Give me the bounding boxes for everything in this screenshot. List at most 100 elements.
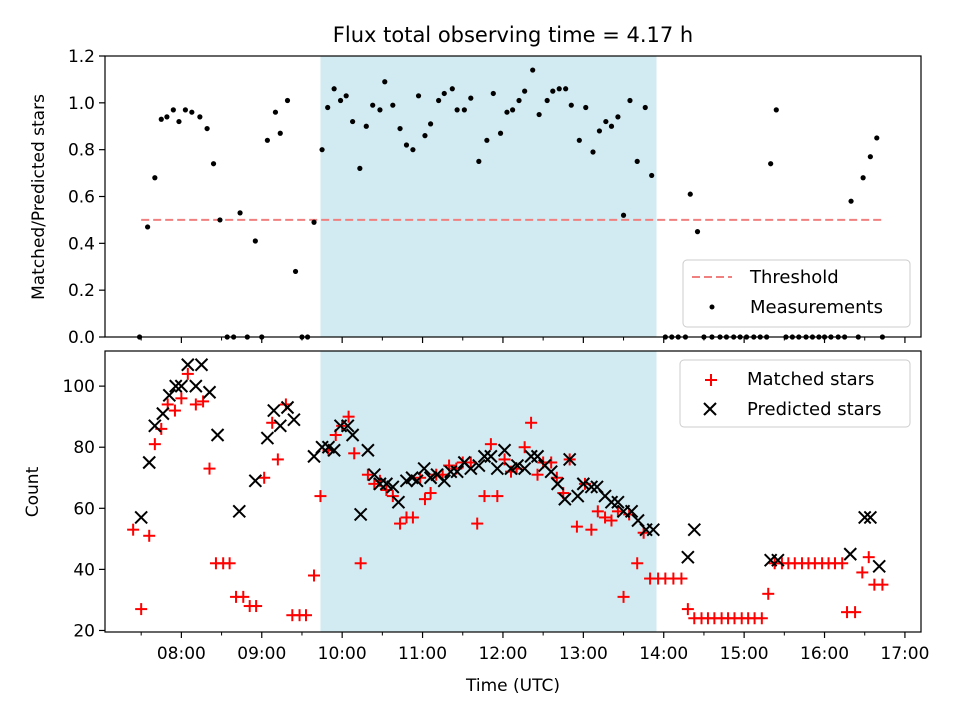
matched-star-point <box>570 520 583 533</box>
predicted-star-point <box>202 385 217 399</box>
measurement-point <box>449 86 455 92</box>
predicted-star-point <box>315 440 329 454</box>
matched-star-point <box>591 505 604 518</box>
matched-star-point <box>862 551 875 564</box>
matched-star-point <box>585 523 598 536</box>
matched-star-point <box>762 587 775 600</box>
matched-star-point <box>181 367 194 380</box>
measurement-point <box>272 109 279 115</box>
predicted-star-point <box>267 403 281 418</box>
predicted-star-point <box>604 495 619 509</box>
matched-star-point <box>189 398 202 411</box>
measurement-point <box>403 142 410 148</box>
y-tick-label: 60 <box>73 499 95 519</box>
measurement-point <box>427 121 434 127</box>
matched-legend-marker <box>705 374 717 386</box>
measurement-point <box>319 147 325 153</box>
predicted-star-point <box>287 413 301 427</box>
predicted-star-point <box>367 467 382 482</box>
x-tick-label: 09:00 <box>237 644 286 664</box>
matched-star-point <box>599 511 612 524</box>
predicted-star-point <box>327 443 341 457</box>
predicted-star-point <box>646 522 660 537</box>
measurement-point <box>217 217 223 223</box>
measurement-point <box>350 118 356 125</box>
measurement-point <box>768 161 774 167</box>
matched-star-point <box>299 609 312 622</box>
matched-star-point <box>348 447 361 460</box>
measurement-point <box>627 97 633 104</box>
matched-legend-label: Matched stars <box>747 369 874 390</box>
measurement-point <box>509 107 516 113</box>
matched-star-point <box>876 578 889 591</box>
predicted-star-point <box>248 474 263 488</box>
matched-star-point <box>168 404 181 417</box>
measurement-point <box>461 107 467 113</box>
observing-window-shade <box>320 56 657 337</box>
predicted-star-point <box>524 449 538 464</box>
x-tick-label: 13:00 <box>559 644 608 664</box>
measurement-point <box>176 118 182 125</box>
measurement-point <box>568 102 574 108</box>
measurement-point <box>544 97 550 104</box>
y-tick-label: 1.2 <box>68 47 95 67</box>
matched-star-point <box>271 453 284 466</box>
predicted-star-point <box>174 379 189 393</box>
measurement-point <box>410 147 416 153</box>
matched-star-point <box>342 410 355 423</box>
measurement-point <box>189 109 195 115</box>
matched-star-point <box>531 468 544 481</box>
y-tick-label: 0.8 <box>68 141 95 161</box>
measurement-point <box>441 90 447 97</box>
x-tick-label: 15:00 <box>720 644 769 664</box>
predicted-star-point <box>181 358 195 372</box>
predicted-star-point <box>472 458 486 473</box>
matched-star-point <box>203 462 216 475</box>
measurement-point <box>596 128 603 134</box>
predicted-star-point <box>194 358 209 372</box>
measurement-point <box>860 175 866 181</box>
measurement-point <box>164 114 170 120</box>
measurement-point <box>563 86 569 92</box>
measurement-point <box>197 114 203 120</box>
count-panel: 20 40 60 80 100 08:00 09:00 10:00 11:00 12:00 13:0… <box>63 350 929 664</box>
y-tick-label: 0.2 <box>68 281 95 301</box>
axes-frame <box>104 350 922 633</box>
matched-star-point <box>308 569 321 582</box>
predicted-star-point <box>169 379 183 393</box>
y-tick-label: 1.0 <box>68 94 95 114</box>
measurement-point <box>497 130 504 136</box>
predicted-star-point <box>148 419 162 433</box>
y-tick-label: 40 <box>73 560 95 580</box>
measurement-point <box>536 111 542 118</box>
matched-star-point <box>478 490 491 503</box>
measurement-point <box>476 158 482 164</box>
measurement-point <box>390 102 396 108</box>
measurement-point <box>874 135 880 141</box>
ratio-legend-box <box>682 259 911 328</box>
y-tick-label: 0.4 <box>68 234 95 254</box>
matched-star-point <box>354 557 367 570</box>
predicted-star-point <box>417 461 431 476</box>
matched-star-point <box>681 603 694 616</box>
measurement-point <box>363 123 369 129</box>
measurement-point <box>152 175 158 181</box>
predicted-star-point <box>280 400 295 415</box>
predicted-star-point <box>156 406 170 421</box>
measurements-legend-marker <box>709 304 715 310</box>
predicted-star-point <box>477 449 492 464</box>
predicted-star-point <box>584 480 599 494</box>
measurement-point <box>377 107 383 113</box>
measurement-point <box>343 93 349 99</box>
matched-star-point <box>856 566 869 579</box>
measurement-point <box>415 93 422 99</box>
predicted-star-point <box>373 477 387 491</box>
y-tick-label: 20 <box>73 621 95 641</box>
measurement-point <box>620 212 627 218</box>
predicted-star-point <box>437 474 451 488</box>
measurement-point <box>284 97 291 104</box>
matched-star-point <box>755 612 768 625</box>
predicted-star-point <box>490 461 505 476</box>
predicted-star-point <box>611 495 625 509</box>
measurements-legend-label: Measurements <box>750 297 883 318</box>
